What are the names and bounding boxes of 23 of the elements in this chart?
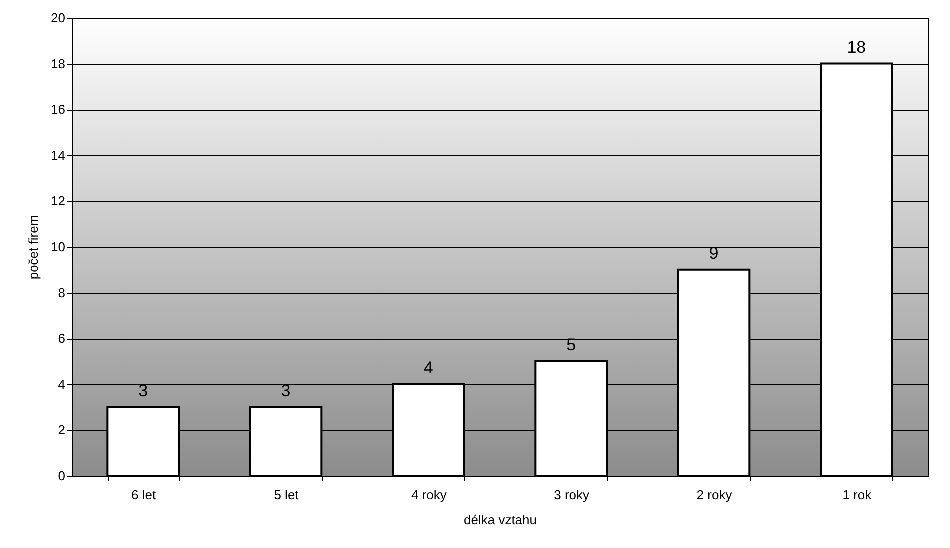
data-label: 3 bbox=[138, 381, 148, 400]
data-label: 4 bbox=[424, 358, 434, 378]
x-tick-label: 4 roky bbox=[411, 488, 448, 502]
y-tick-label: 4 bbox=[58, 376, 66, 392]
y-tick-label: 6 bbox=[58, 331, 66, 346]
y-tick-label: 12 bbox=[51, 194, 66, 209]
x-axis-title: délka vztahu bbox=[464, 512, 537, 528]
y-tick-label: 14 bbox=[51, 148, 66, 163]
data-label: 3 bbox=[281, 381, 291, 400]
y-tick-label: 18 bbox=[51, 56, 66, 72]
x-tick-label: 2 roky bbox=[696, 488, 733, 502]
y-tick-label: 10 bbox=[51, 240, 66, 254]
x-tick-label: 3 roky bbox=[554, 488, 590, 502]
y-tick-label: 2 bbox=[58, 422, 66, 438]
x-tick-label: 6 let bbox=[132, 488, 157, 502]
y-tick-label: 8 bbox=[58, 285, 66, 300]
data-label: 18 bbox=[847, 38, 866, 57]
x-tick-label: 1 rok bbox=[842, 488, 872, 502]
y-tick-label: 16 bbox=[51, 102, 66, 118]
y-axis-title: počet firem bbox=[26, 215, 42, 280]
x-tick-label: 5 let bbox=[274, 488, 300, 502]
y-tick-label: 0 bbox=[58, 468, 66, 484]
y-tick-label: 20 bbox=[51, 10, 66, 26]
